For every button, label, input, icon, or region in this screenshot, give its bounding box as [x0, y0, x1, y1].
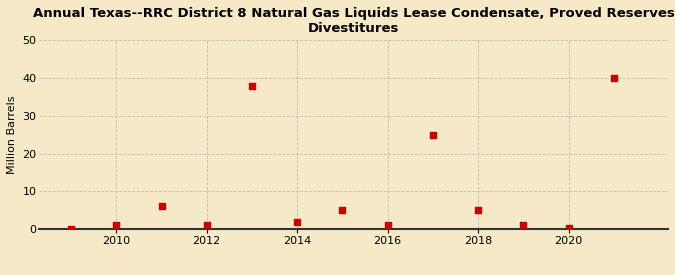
Y-axis label: Million Barrels: Million Barrels: [7, 95, 17, 174]
Point: [382, 223, 393, 227]
Point: [427, 133, 438, 137]
Point: [111, 223, 122, 227]
Point: [563, 226, 574, 230]
Point: [156, 204, 167, 209]
Point: [201, 223, 212, 227]
Title: Annual Texas--RRC District 8 Natural Gas Liquids Lease Condensate, Proved Reserv: Annual Texas--RRC District 8 Natural Gas…: [33, 7, 674, 35]
Point: [292, 219, 302, 224]
Point: [472, 208, 483, 212]
Point: [337, 208, 348, 212]
Point: [518, 223, 529, 227]
Point: [246, 83, 257, 88]
Point: [65, 227, 76, 231]
Point: [608, 76, 619, 80]
